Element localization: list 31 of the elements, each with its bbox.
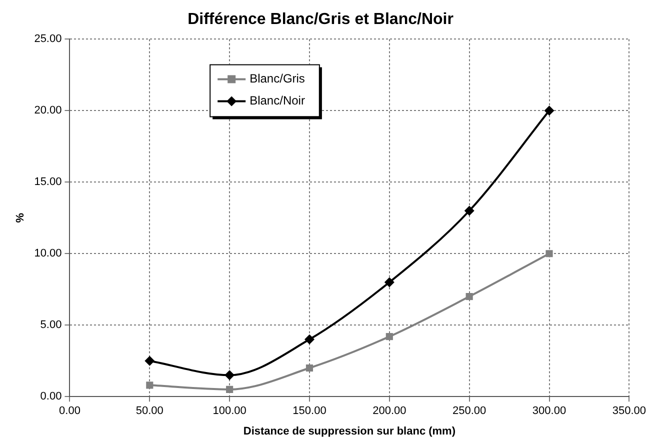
- point: [466, 292, 473, 300]
- y-tick-label: 25.00: [34, 33, 62, 46]
- x-tick-label: 300.00: [532, 405, 566, 418]
- point: [226, 386, 234, 393]
- x-tick-label: 250.00: [452, 405, 486, 418]
- y-tick-label: 10.00: [34, 248, 62, 260]
- point: [304, 334, 314, 344]
- point: [384, 277, 394, 288]
- point: [544, 106, 554, 116]
- point: [144, 356, 155, 366]
- point: [224, 370, 235, 380]
- y-tick-label: 5.00: [40, 319, 62, 332]
- point: [386, 333, 393, 340]
- x-axis-title: Distance de suppression sur blanc (mm): [243, 425, 456, 438]
- x-tick-label: 350.00: [612, 405, 646, 418]
- legend-label: Blanc/Noir: [250, 94, 305, 108]
- x-tick-label: 50.00: [136, 405, 164, 418]
- point: [546, 250, 553, 258]
- point: [464, 206, 474, 216]
- x-tick-label: 200.00: [372, 405, 406, 418]
- x-tick-label: 150.00: [292, 405, 326, 418]
- point: [306, 364, 314, 372]
- point: [146, 382, 154, 389]
- y-axis-title: %: [14, 212, 27, 223]
- chart-title: Différence Blanc/Gris et Blanc/Noir: [188, 11, 454, 28]
- y-tick-label: 15.00: [34, 176, 62, 188]
- y-tick-label: 0.00: [40, 390, 62, 403]
- y-tick-label: 20.00: [34, 104, 62, 117]
- x-tick-label: 100.00: [212, 405, 246, 418]
- x-tick-label: 0.00: [59, 405, 80, 418]
- legend-label: Blanc/Gris: [250, 72, 305, 86]
